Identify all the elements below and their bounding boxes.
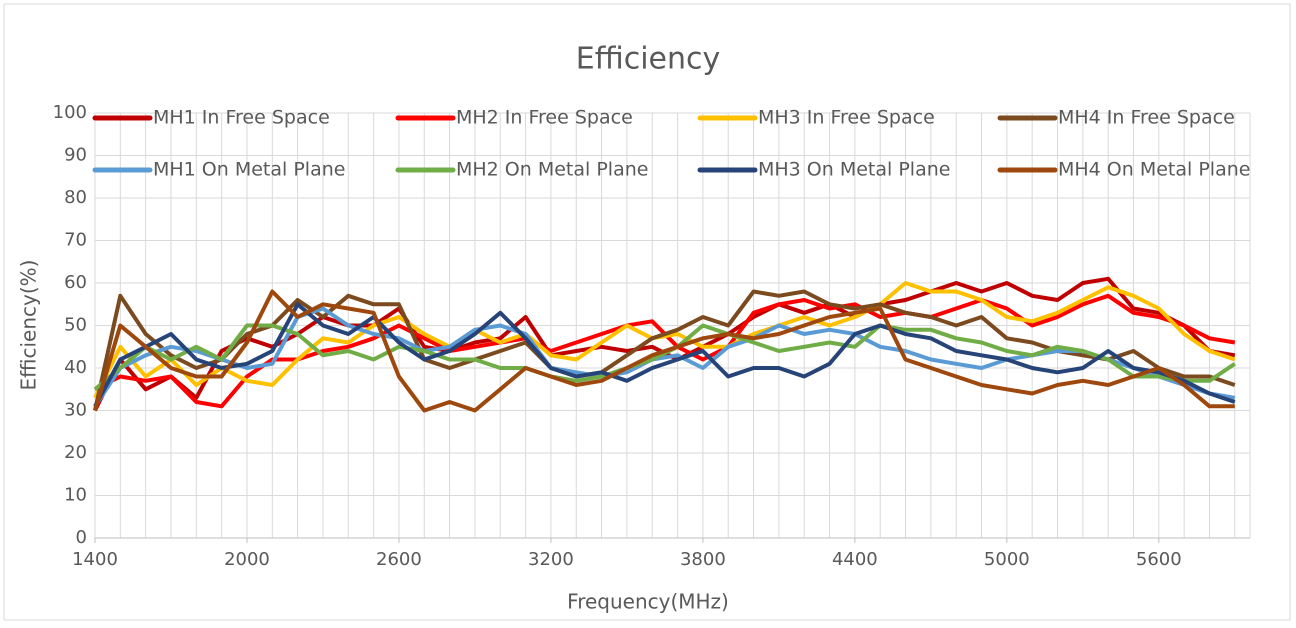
y-tick-label: 30 [64, 400, 87, 421]
y-tick-label: 0 [76, 527, 87, 548]
legend-label: MH4 On Metal Plane [1058, 159, 1250, 181]
y-tick-label: 20 [64, 442, 87, 463]
y-tick-label: 100 [53, 102, 87, 123]
y-tick-label: 40 [64, 357, 87, 378]
x-tick-label: 1400 [72, 549, 118, 570]
y-tick-label: 10 [64, 485, 87, 506]
x-tick-label: 2600 [376, 549, 422, 570]
legend-label: MH1 In Free Space [153, 107, 330, 129]
y-tick-label: 60 [64, 272, 87, 293]
y-axis-title: Efficiency(%) [17, 260, 41, 391]
series-line [93, 302, 1236, 408]
series-line [93, 289, 1235, 413]
x-axis-title: Frequency(MHz) [567, 590, 729, 614]
y-tick-label: 90 [64, 145, 87, 166]
legend-label: MH3 In Free Space [758, 107, 935, 129]
legend-label: MH2 In Free Space [456, 107, 633, 129]
legend-label: MH4 In Free Space [1058, 107, 1235, 129]
y-tick-label: 80 [64, 187, 87, 208]
chart-border [3, 3, 1291, 621]
series-line [93, 289, 1236, 411]
x-tick-label: 2000 [224, 549, 270, 570]
x-tick-label: 3200 [528, 549, 574, 570]
legend-label: MH3 On Metal Plane [758, 159, 950, 181]
x-tick-label: 4400 [832, 549, 878, 570]
y-tick-label: 70 [64, 230, 87, 251]
x-tick-label: 5600 [1136, 549, 1182, 570]
chart-title: Efficiency [576, 42, 721, 77]
x-tick-label: 3800 [680, 549, 726, 570]
legend-label: MH1 On Metal Plane [153, 159, 345, 181]
legend-label: MH2 On Metal Plane [456, 159, 648, 181]
y-tick-label: 50 [64, 315, 87, 336]
x-tick-label: 5000 [984, 549, 1030, 570]
